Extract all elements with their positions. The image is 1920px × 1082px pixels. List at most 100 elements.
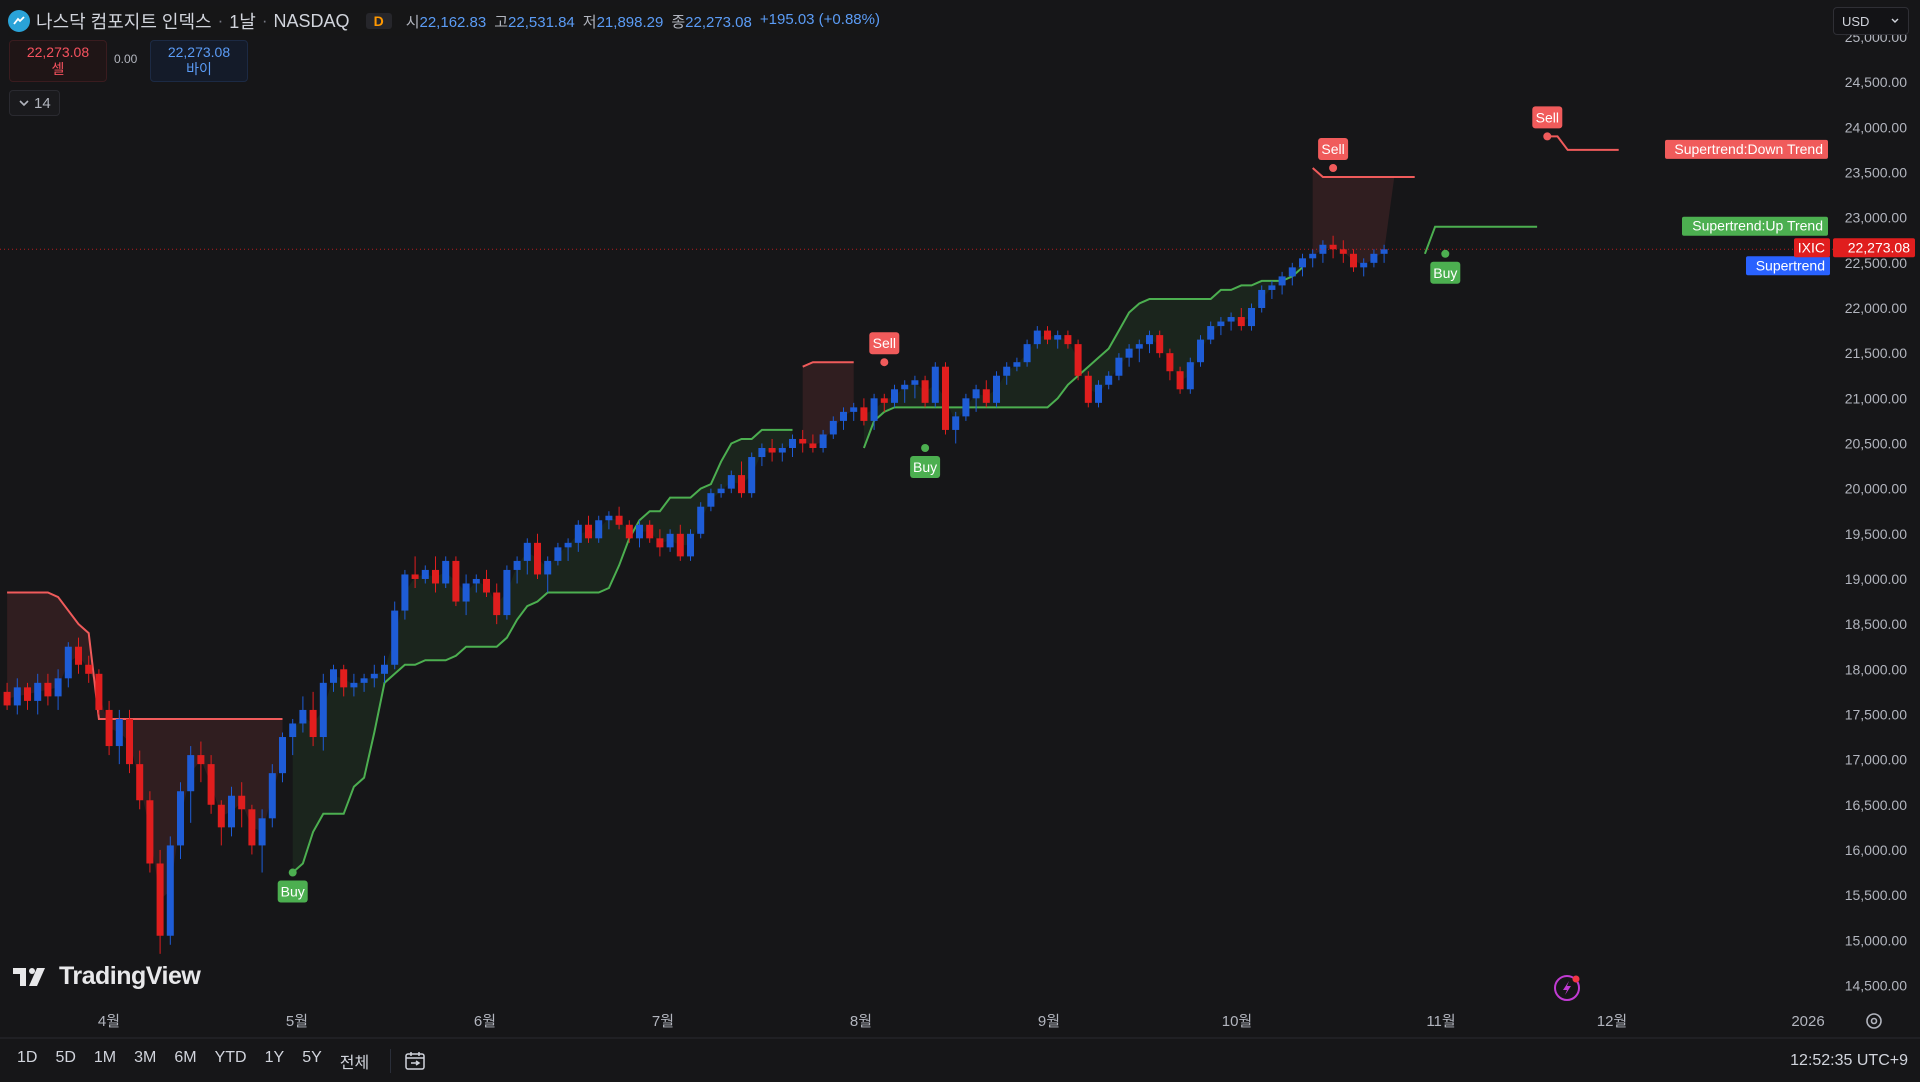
supertrend-value-label-bg[interactable]: [1746, 256, 1830, 276]
buy-signal-label[interactable]: [277, 880, 308, 903]
candle-body: [1033, 330, 1041, 345]
gear-icon[interactable]: [1866, 1013, 1882, 1029]
last-price-tag-bg[interactable]: [1833, 238, 1915, 258]
candle-body: [564, 542, 572, 548]
range-button[interactable]: 1M: [93, 1049, 117, 1066]
candle-body: [1166, 353, 1174, 372]
time-axis-tick: 11월: [1426, 1013, 1455, 1030]
tradingview-logo[interactable]: TradingView: [13, 962, 201, 991]
sell-signal-text: Sell: [1536, 109, 1559, 125]
candle-body: [615, 515, 623, 525]
candle-body: [248, 809, 256, 846]
candle-body: [574, 524, 582, 543]
symbol-interval[interactable]: 1날: [229, 12, 256, 32]
buy-signal-text: Buy: [913, 459, 937, 475]
time-axis-tick: 7월: [652, 1013, 674, 1030]
buy-signal-dot: [1441, 249, 1450, 258]
price-axis-tick: 21,500.00: [1845, 345, 1907, 361]
lightning-icon[interactable]: [1554, 975, 1580, 1001]
candle-body: [319, 682, 327, 738]
range-button[interactable]: 1D: [17, 1049, 38, 1066]
buy-button[interactable]: 22,273.08 바이: [150, 40, 248, 82]
candle-body: [360, 678, 368, 683]
price-axis-tick: 22,000.00: [1845, 300, 1907, 316]
candle-body: [1350, 253, 1357, 268]
supertrend-down-line: [1312, 167, 1415, 179]
low-value: 21,898.29: [596, 13, 664, 31]
symbol-legend[interactable]: 나스닥 컴포지트 인덱스 · 1날 · NASDAQ D 시22,162.83 …: [8, 6, 880, 36]
price-axis-tick: 15,000.00: [1845, 932, 1907, 948]
candle-body: [1227, 317, 1235, 322]
symbol-price-tag-bg[interactable]: [1794, 238, 1830, 258]
buy-signal-dot: [288, 868, 297, 877]
candle-body: [1197, 339, 1204, 363]
candle-body: [1248, 308, 1255, 327]
sell-signal-label[interactable]: [869, 332, 900, 355]
buy-signal-text: Buy: [281, 884, 305, 900]
candle-body: [207, 764, 215, 805]
change-value: +195.03 (+0.88%): [759, 10, 880, 28]
interval-badge[interactable]: D: [365, 13, 392, 29]
range-button[interactable]: 1Y: [264, 1049, 285, 1066]
supertrend-down-line: [7, 591, 283, 720]
range-button[interactable]: YTD: [214, 1049, 247, 1066]
candle-body: [299, 709, 307, 724]
date-range-icon[interactable]: [403, 1050, 427, 1072]
candle-body: [1084, 375, 1092, 403]
candle-body: [870, 398, 878, 421]
candle-body: [1258, 289, 1266, 308]
candle-body: [238, 795, 246, 810]
candle-body: [1309, 253, 1317, 259]
candle-body: [370, 673, 378, 679]
candle-body: [585, 524, 592, 539]
candle-body: [1217, 321, 1225, 327]
buy-signal-label[interactable]: [1430, 261, 1461, 284]
candle-body: [880, 398, 888, 403]
indicators-toggle[interactable]: 14: [9, 90, 60, 116]
candle-body: [1074, 344, 1082, 376]
candle-body: [24, 687, 31, 701]
sell-button[interactable]: 22,273.08 셀: [9, 40, 107, 82]
supertrend-up-line: [862, 266, 1304, 449]
sell-signal-text: Sell: [873, 335, 896, 351]
candle-body: [462, 583, 470, 602]
supertrend-down-label-bg[interactable]: [1665, 139, 1828, 159]
range-button[interactable]: 전체: [339, 1055, 370, 1072]
candle-body: [1319, 244, 1327, 254]
symbol-name[interactable]: 나스닥 컴포지트 인덱스: [36, 12, 212, 32]
time-axis-tick: 12월: [1597, 1013, 1628, 1030]
spread-value: 0.00: [114, 52, 138, 66]
candle-body: [1176, 371, 1184, 390]
price-axis-tick: 17,500.00: [1845, 706, 1907, 722]
time-axis-tick: 10월: [1222, 1013, 1253, 1030]
candle-body: [656, 538, 664, 548]
price-axis-tick: 23,500.00: [1845, 165, 1907, 181]
price-axis-tick: 20,000.00: [1845, 481, 1907, 497]
buy-label: 바이: [186, 61, 212, 77]
sell-signal-label[interactable]: [1532, 106, 1563, 129]
range-button[interactable]: 5D: [55, 1049, 76, 1066]
clock-time[interactable]: 12:52:35 UTC+9: [1790, 1052, 1908, 1069]
currency-select[interactable]: USD: [1833, 7, 1909, 35]
range-button[interactable]: 3M: [134, 1049, 157, 1066]
candle-body: [421, 569, 429, 579]
range-button[interactable]: 6M: [174, 1049, 197, 1066]
candle-body: [483, 578, 490, 593]
candle-body: [350, 682, 358, 688]
sell-signal-label[interactable]: [1318, 138, 1349, 160]
candle-body: [1288, 267, 1296, 277]
branding-text: TradingView: [59, 962, 201, 990]
candle-body: [1278, 276, 1286, 286]
buy-signal-label[interactable]: [910, 456, 941, 478]
range-button[interactable]: 5Y: [302, 1049, 322, 1066]
candle-body: [717, 488, 725, 494]
price-axis-tick: 16,500.00: [1845, 797, 1907, 813]
candle-body: [411, 574, 419, 579]
supertrend-up-label-bg[interactable]: [1682, 216, 1828, 236]
time-axis-tick: 4월: [98, 1013, 120, 1030]
candle-body: [1268, 285, 1276, 290]
lightning-bolt: [1563, 981, 1571, 995]
candle-body: [166, 845, 174, 936]
